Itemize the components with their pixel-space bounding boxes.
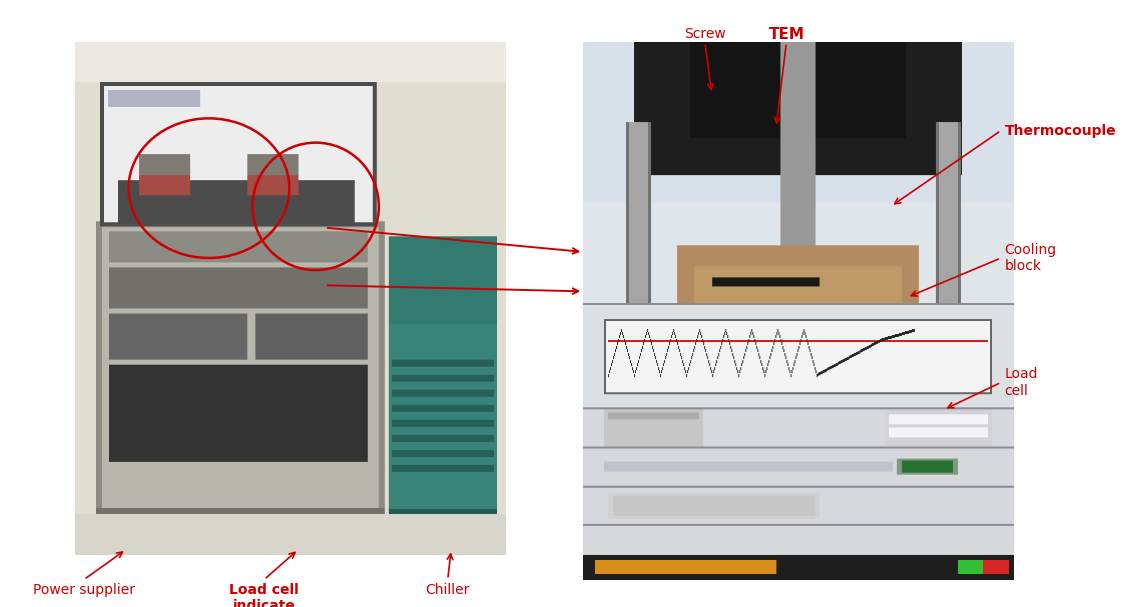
Text: Load cell
indicate: Load cell indicate xyxy=(230,583,298,607)
Text: Cooling
block: Cooling block xyxy=(1004,243,1056,273)
Text: Screw: Screw xyxy=(684,27,726,41)
Text: TEM: TEM xyxy=(768,27,805,42)
Text: Load
cell: Load cell xyxy=(1004,367,1038,398)
Text: Power supplier: Power supplier xyxy=(33,583,134,597)
Text: Thermocouple: Thermocouple xyxy=(1004,123,1116,138)
Text: Chiller: Chiller xyxy=(426,583,470,597)
